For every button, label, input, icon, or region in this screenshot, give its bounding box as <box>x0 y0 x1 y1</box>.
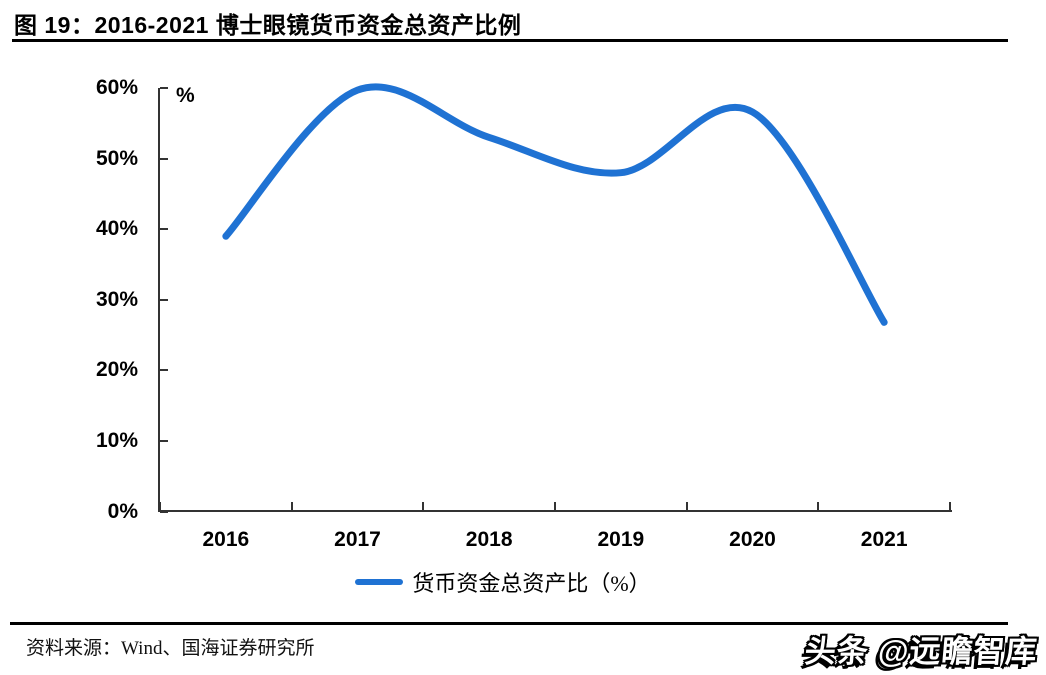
y-tick-label: 40% <box>95 217 138 241</box>
watermark: 头条 @远瞻智库 <box>803 634 1040 669</box>
y-tick-mark <box>160 439 168 442</box>
x-tick-mark <box>159 502 161 510</box>
y-tick-mark <box>160 510 168 513</box>
x-tick-mark <box>949 502 951 510</box>
source-note: 资料来源：Wind、国海证券研究所 <box>26 638 315 659</box>
legend-line-marker <box>355 579 404 585</box>
y-tick-mark <box>160 157 168 160</box>
y-tick-mark <box>160 87 168 89</box>
x-tick-mark <box>685 502 688 510</box>
x-tick-label: 2016 <box>202 528 250 551</box>
x-tick-label: 2018 <box>465 528 513 551</box>
title-rule <box>12 39 1008 42</box>
y-tick-label: 10% <box>95 428 138 452</box>
y-tick-mark <box>160 298 168 301</box>
series-line <box>222 83 888 326</box>
y-tick-label: 50% <box>95 146 138 170</box>
x-tick-mark <box>817 502 820 510</box>
x-tick-mark <box>554 502 556 510</box>
legend-label: 货币资金总资产比（%） <box>412 571 651 596</box>
y-axis-unit-label: % <box>176 84 195 107</box>
y-axis-line <box>158 88 160 512</box>
x-tick-mark <box>422 502 425 510</box>
y-tick-label: 30% <box>95 287 138 311</box>
y-tick-label: 20% <box>95 358 138 382</box>
x-tick-label: 2020 <box>729 528 776 551</box>
x-tick-mark <box>290 502 293 510</box>
x-axis-line <box>158 510 952 512</box>
y-tick-label: 0% <box>107 499 138 523</box>
y-tick-mark <box>160 228 168 231</box>
chart-legend: 货币资金总资产比（%） <box>0 566 1006 598</box>
y-tick-mark <box>160 369 168 372</box>
x-tick-label: 2021 <box>860 528 908 551</box>
x-tick-label: 2019 <box>597 528 645 551</box>
footer-rule <box>10 622 1008 625</box>
y-tick-label: 60% <box>95 76 138 99</box>
x-tick-label: 2017 <box>334 528 381 551</box>
figure-title: 图 19：2016-2021 博士眼镜货币资金总资产比例 <box>14 12 522 38</box>
